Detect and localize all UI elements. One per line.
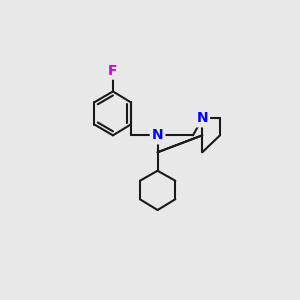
Text: N: N (152, 128, 164, 142)
Text: N: N (196, 111, 208, 125)
Text: F: F (108, 64, 118, 78)
